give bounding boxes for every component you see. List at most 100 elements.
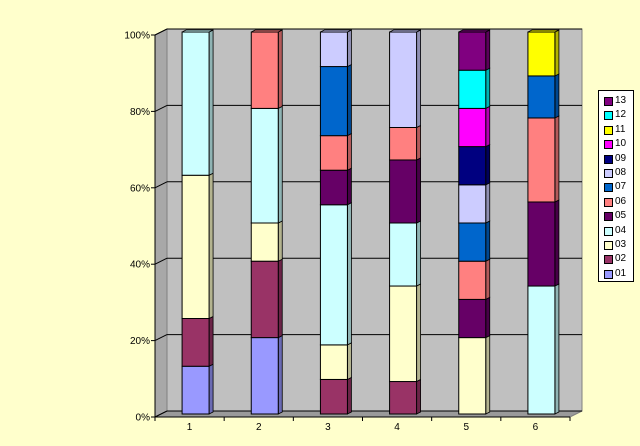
bar-segment-side-08 [416, 29, 421, 129]
bar-segment-03 [250, 222, 279, 262]
bar-segment-12 [458, 69, 487, 109]
legend-item-05: 05 [599, 209, 633, 223]
bar-segment-side-06 [277, 29, 283, 110]
plot-back-wall [166, 28, 583, 412]
bar-segment-08 [458, 184, 487, 224]
legend-swatch [604, 255, 613, 265]
bar-segment-04 [181, 31, 210, 176]
bar-segment-07 [319, 66, 348, 137]
bar-top [181, 29, 214, 33]
bar-segment-side-01 [277, 334, 283, 415]
bar-segment-07 [527, 75, 556, 119]
bar-segment-side-04 [277, 105, 283, 224]
bar-segment-side-10 [485, 105, 491, 148]
legend-item-01: 01 [599, 267, 633, 281]
bar-segment-side-05 [554, 199, 560, 287]
bar-segment-side-05 [485, 296, 491, 339]
bar-segment-02 [319, 378, 348, 415]
gridline-side [154, 410, 168, 418]
legend-swatch [604, 97, 613, 106]
bar-segment-side-03 [485, 334, 491, 415]
bar-top [320, 29, 352, 33]
legend-label: 13 [615, 95, 627, 106]
legend-item-02: 02 [599, 252, 633, 266]
legend-item-12: 12 [599, 108, 633, 122]
legend-swatch [604, 183, 613, 193]
bar-segment-03 [389, 285, 418, 383]
x-tick-label: 2 [256, 422, 262, 433]
bar-segment-08 [319, 31, 348, 68]
legend-swatch [604, 240, 613, 250]
bar-segment-side-02 [347, 376, 352, 415]
gridline-side [154, 104, 168, 112]
legend-swatch [604, 111, 613, 121]
legend-label: 04 [615, 224, 627, 236]
bar-segment-01 [250, 337, 279, 415]
bar-segment-11 [527, 31, 556, 77]
bar-segment-06 [389, 127, 418, 161]
bar-segment-side-09 [485, 143, 491, 186]
legend-item-03: 03 [599, 238, 633, 252]
bar-segment-side-08 [485, 182, 491, 224]
legend-label: 08 [615, 166, 627, 178]
legend-item-11: 11 [599, 123, 633, 137]
bar-segment-02 [181, 318, 210, 367]
gridline-side [154, 181, 168, 189]
legend-swatch [604, 226, 613, 236]
bar-segment-side-04 [554, 283, 560, 415]
bar-segment-03 [458, 337, 487, 415]
gridline-side [154, 257, 168, 265]
legend-label: 07 [615, 181, 627, 193]
bar-segment-02 [250, 260, 279, 339]
legend-label: 10 [615, 138, 627, 150]
bar-top [389, 29, 421, 33]
bar-segment-side-06 [485, 258, 491, 301]
bar-top [458, 29, 490, 33]
legend-swatch [604, 197, 613, 207]
bar-segment-side-04 [416, 220, 421, 287]
bar-segment-side-11 [554, 29, 560, 77]
x-tick-label: 3 [325, 422, 331, 433]
chart-legend: 13 12 11 10 09 08 07 06 05 04 03 02 01 [598, 90, 634, 282]
bar-segment-side-07 [347, 63, 352, 137]
legend-label: 11 [615, 123, 626, 135]
legend-swatch [604, 125, 613, 135]
x-tick-label: 1 [187, 422, 193, 433]
bar-top [251, 29, 283, 33]
bar-top [527, 29, 560, 33]
legend-swatch [604, 168, 613, 178]
legend-item-07: 07 [599, 180, 633, 194]
plot-side-wall [154, 28, 168, 418]
bar-segment-08 [389, 31, 418, 128]
bar-segment-05 [527, 201, 556, 287]
bar-segment-13 [458, 31, 487, 71]
legend-swatch [604, 140, 613, 150]
bar-segment-side-02 [416, 378, 421, 415]
bar-segment-04 [527, 285, 556, 415]
bar-segment-04 [319, 204, 348, 346]
bar-segment-03 [319, 344, 348, 380]
bar-segment-05 [389, 159, 418, 224]
bar-segment-06 [250, 31, 279, 109]
x-tick-label: 5 [463, 422, 469, 433]
bar-segment-side-03 [277, 220, 283, 262]
legend-item-04: 04 [599, 224, 633, 238]
bar-segment-06 [319, 135, 348, 171]
legend-item-08: 08 [599, 166, 633, 180]
x-tick-label: 6 [533, 422, 539, 433]
bar-segment-side-02 [277, 258, 283, 339]
bar-segment-side-02 [208, 315, 214, 367]
bar-segment-05 [319, 169, 348, 206]
y-tick-label: 100% [124, 31, 150, 42]
bar-segment-side-07 [554, 73, 560, 119]
bar-segment-04 [250, 107, 279, 224]
bar-segment-side-06 [416, 124, 421, 161]
legend-item-09: 09 [599, 152, 633, 166]
bar-segment-05 [458, 298, 487, 339]
y-tick-label: 20% [130, 336, 150, 347]
legend-label: 03 [615, 238, 627, 250]
legend-label: 09 [615, 152, 627, 164]
gridline-side [154, 334, 168, 342]
bar-segment-side-04 [208, 29, 214, 176]
